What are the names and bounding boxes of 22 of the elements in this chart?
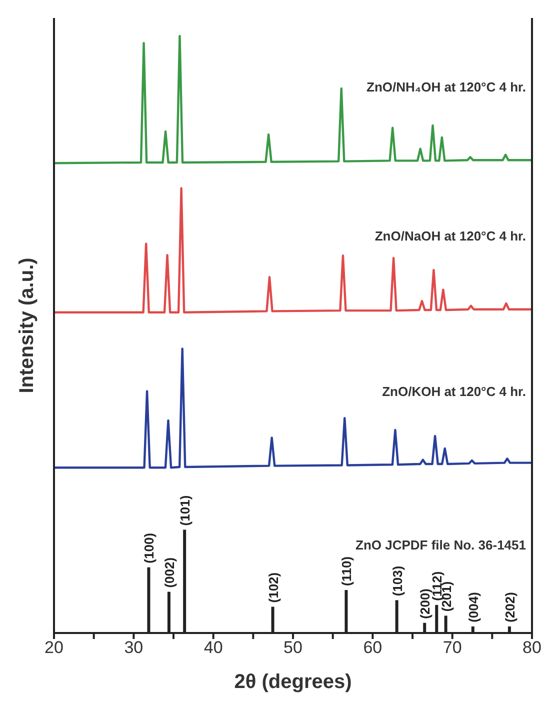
x-tick-label: 60 [363, 638, 382, 658]
annotation: (102) [266, 572, 281, 603]
series-label: ZnO/NH₄OH at 120°C 4 hr. [366, 79, 526, 94]
x-tick-label: 30 [124, 638, 144, 658]
x-tick-label: 50 [284, 638, 302, 658]
text: ZnO JCPDF file No. 36-1451 [356, 537, 526, 552]
y-axis-title: Intensity (a.u.) [16, 258, 38, 394]
annotation: (004) [466, 592, 481, 622]
annotation: (002) [162, 557, 177, 588]
x-tick-label: 20 [44, 638, 64, 658]
annotation: (202) [502, 592, 518, 622]
x-tick-label: 70 [442, 638, 462, 658]
annotation: (100) [142, 532, 157, 564]
x-axis-title: 2θ (degrees) [234, 671, 352, 693]
annotation: (200) [418, 588, 433, 619]
annotation: (101) [178, 495, 193, 526]
annotation: (110) [339, 556, 354, 586]
series-label: ZnO/NaOH at 120°C 4 hr. [374, 228, 526, 244]
x-tick-label: 80 [522, 638, 542, 658]
x-tick-label: 40 [204, 638, 223, 658]
annotation: (103) [390, 566, 405, 596]
text: ZnO/KOH at 120°C 4 hr. [382, 384, 526, 399]
